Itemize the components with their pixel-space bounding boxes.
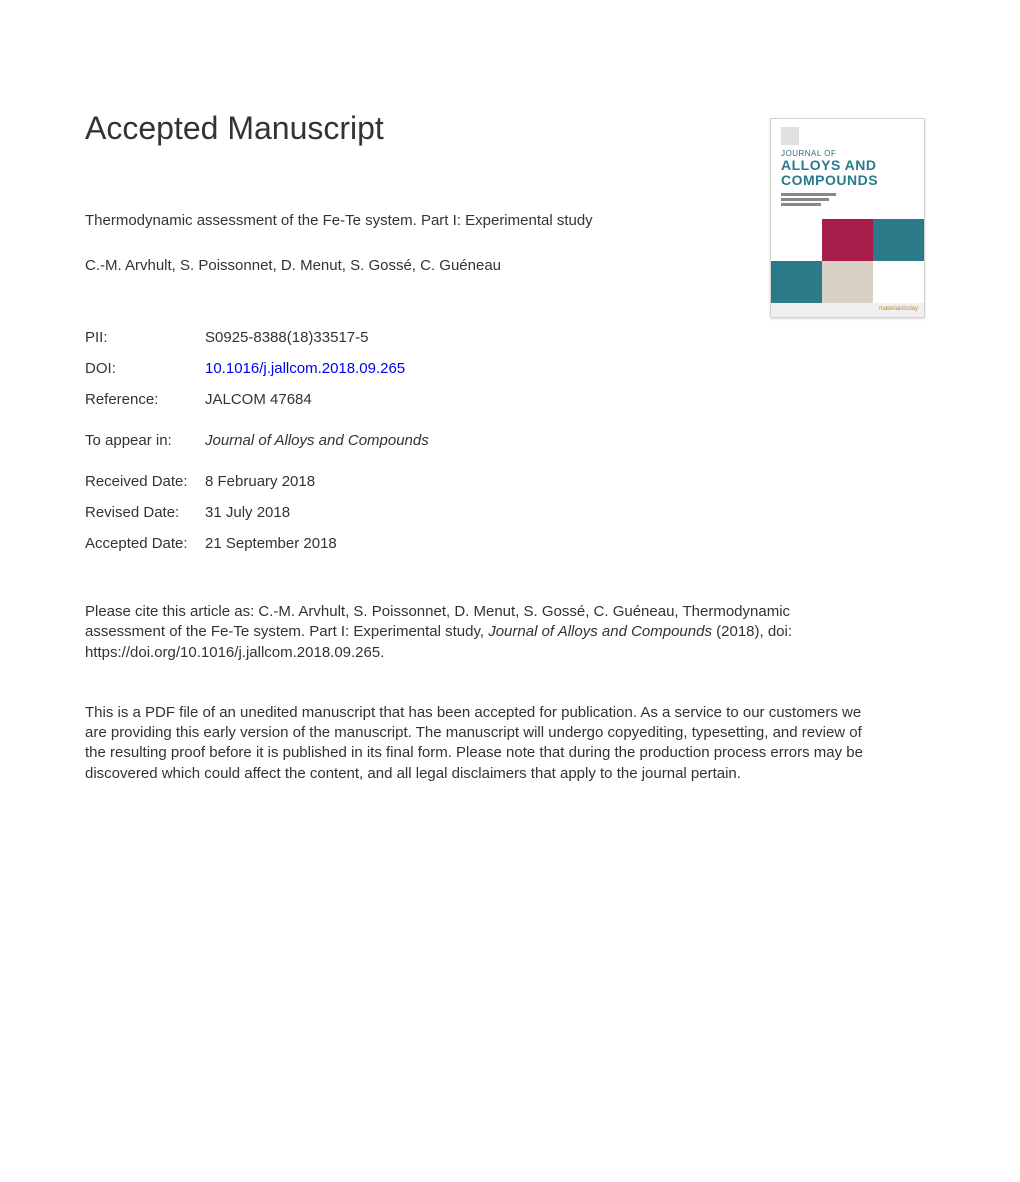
reference-value: JALCOM 47684 <box>205 391 935 408</box>
grid-square <box>873 219 924 261</box>
grid-square <box>822 261 873 303</box>
grid-square <box>771 261 822 303</box>
thumb-sub-line <box>781 203 821 206</box>
to-appear-row: To appear in: Journal of Alloys and Comp… <box>85 432 935 449</box>
publisher-logo-icon <box>781 127 799 145</box>
thumb-sub-line <box>781 193 836 196</box>
grid-square <box>873 261 924 303</box>
disclaimer-text: This is a PDF file of an unedited manusc… <box>85 703 865 784</box>
dates-table: Received Date: 8 February 2018 Revised D… <box>85 473 935 552</box>
received-date-label: Received Date: <box>85 473 205 490</box>
pii-label: PII: <box>85 329 205 346</box>
to-appear-value: Journal of Alloys and Compounds <box>205 432 935 449</box>
revised-date-label: Revised Date: <box>85 504 205 521</box>
accepted-date-label: Accepted Date: <box>85 535 205 552</box>
to-appear-label: To appear in: <box>85 432 205 449</box>
thumb-footer: materialstoday <box>771 303 924 317</box>
revised-date-value: 31 July 2018 <box>205 504 935 521</box>
citation-text: Please cite this article as: C.-M. Arvhu… <box>85 602 835 663</box>
pii-value: S0925-8388(18)33517-5 <box>205 329 935 346</box>
reference-label: Reference: <box>85 391 205 408</box>
doi-label: DOI: <box>85 360 205 377</box>
thumb-title-line2: COMPOUNDS <box>781 173 914 188</box>
doi-link[interactable]: 10.1016/j.jallcom.2018.09.265 <box>205 360 935 377</box>
thumb-color-grid <box>771 219 924 303</box>
citation-journal: Journal of Alloys and Compounds <box>488 623 712 640</box>
thumb-title-line1: ALLOYS AND <box>781 158 914 173</box>
thumb-header: JOURNAL OF ALLOYS AND COMPOUNDS <box>771 119 924 212</box>
grid-square <box>822 219 873 261</box>
received-date-value: 8 February 2018 <box>205 473 935 490</box>
thumb-subtitle-lines <box>781 193 914 206</box>
journal-cover-thumbnail: JOURNAL OF ALLOYS AND COMPOUNDS material… <box>770 118 925 318</box>
accepted-date-value: 21 September 2018 <box>205 535 935 552</box>
metadata-table: PII: S0925-8388(18)33517-5 DOI: 10.1016/… <box>85 329 935 408</box>
thumb-sub-line <box>781 198 829 201</box>
grid-square <box>771 219 822 261</box>
